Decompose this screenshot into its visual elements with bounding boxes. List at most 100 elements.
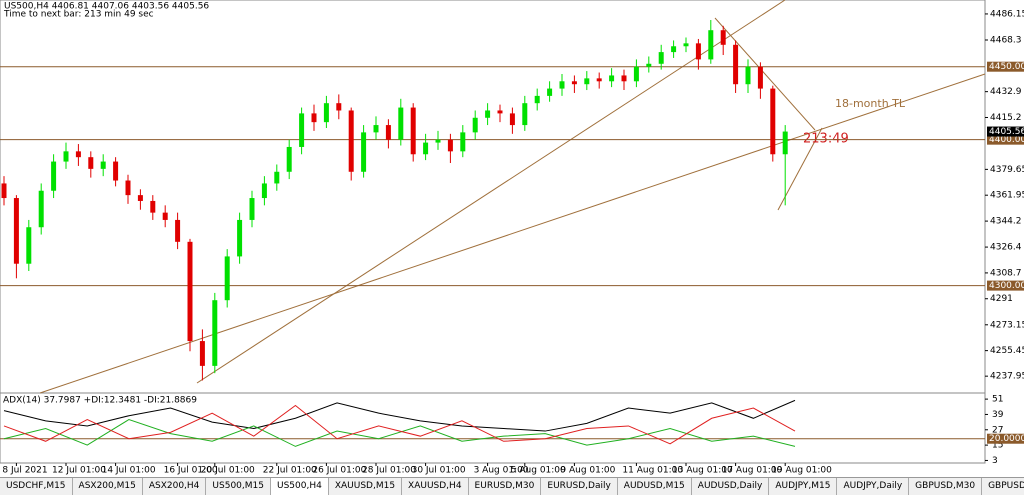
x-tick-label: 17 Aug 01:00: [722, 466, 783, 476]
y-tick-label: 4255.45: [990, 346, 1024, 356]
y-tick-label: 4379.65: [990, 165, 1024, 175]
candle-body: [26, 227, 32, 264]
candle-body: [274, 171, 280, 184]
candle-body: [435, 139, 441, 143]
y-tick-label: 4237.95: [990, 372, 1024, 382]
candle-body: [348, 110, 354, 172]
candle-body: [385, 125, 391, 140]
candle-body: [646, 63, 652, 67]
y-tick-label: 4344.2: [990, 217, 1022, 227]
trendline: [196, 0, 786, 384]
candle-body: [633, 66, 639, 82]
tab[interactable]: AUDUSD,Daily: [692, 478, 770, 495]
candle-body: [286, 146, 292, 172]
candle-body: [398, 107, 404, 140]
candle-body: [534, 95, 540, 104]
tab[interactable]: US500,M15: [206, 478, 271, 495]
candle-body: [683, 43, 689, 47]
candle-body: [460, 132, 466, 152]
candle-body: [559, 81, 565, 89]
candle-body: [261, 183, 267, 199]
y-tick-label: 4308.7: [990, 268, 1022, 278]
level-label: 4400.00: [989, 135, 1024, 145]
trendline: [39, 73, 986, 394]
x-tick-label: 13 Aug 01:00: [672, 466, 733, 476]
price-tag: [987, 126, 1024, 137]
y-tick-label: 51: [992, 395, 1003, 405]
tab[interactable]: XAUUSD,H4: [402, 478, 469, 495]
candle-body: [224, 256, 230, 301]
candle-body: [770, 88, 776, 155]
x-tick-label: 3 Aug 01:00: [474, 466, 529, 476]
y-tick-label: 4432.9: [990, 87, 1022, 97]
candle-body: [571, 81, 577, 85]
candle-body: [708, 30, 714, 60]
candle-body: [299, 113, 305, 147]
tab[interactable]: AUDJPY,M15: [769, 478, 838, 495]
candle-body: [75, 151, 81, 158]
tab[interactable]: AUDJPY,Daily: [837, 478, 910, 495]
level-label: 4300.00: [989, 281, 1024, 291]
candle-body: [175, 219, 181, 242]
tab[interactable]: GBPUSD,H4: [982, 478, 1024, 495]
x-tick-label: 16 Jul 01:00: [164, 466, 218, 476]
candle-body: [88, 157, 94, 169]
tab[interactable]: EURUSD,M30: [469, 478, 542, 495]
x-tick-label: 20 Jul 01:00: [201, 466, 255, 476]
annotation: 18-month TL: [835, 97, 906, 110]
candle-body: [547, 88, 553, 96]
y-tick-label: 4273.15: [990, 320, 1024, 330]
annotation: 213:49: [803, 132, 849, 147]
candle-body: [671, 46, 677, 53]
plot-frame: [0, 0, 986, 464]
candle-body: [695, 43, 701, 60]
tab[interactable]: GBPUSD,M30: [909, 478, 983, 495]
y-tick-label: 27: [992, 425, 1003, 435]
indicator-line: [3, 404, 796, 445]
y-tick-label: 4486.15: [990, 9, 1024, 19]
tab[interactable]: EURUSD,Daily: [541, 478, 618, 495]
tab[interactable]: ASX200,M15: [73, 478, 143, 495]
candle-body: [621, 75, 627, 82]
x-tick-label: 12 Jul 01:00: [52, 466, 106, 476]
y-tick-label: 4468.3: [990, 35, 1022, 45]
tab[interactable]: AUDUSD,M15: [618, 478, 692, 495]
tab[interactable]: US500,H4: [270, 478, 329, 495]
candle-body: [720, 30, 726, 45]
candle-body: [410, 107, 416, 155]
x-tick-label: 26 Jul 01:00: [312, 466, 366, 476]
candle-body: [782, 131, 788, 155]
candle-body: [745, 66, 751, 85]
y-tick-label: 4326.4: [990, 243, 1022, 253]
y-tick-label: 15: [992, 441, 1003, 451]
y-tick-label: 4291: [990, 294, 1013, 304]
price-label: 4405.56: [989, 127, 1024, 137]
candle-body: [485, 110, 491, 118]
candle-body: [658, 52, 664, 64]
y-tick-label: 4361.95: [990, 191, 1024, 201]
y-tick-label: 39: [992, 410, 1004, 420]
y-tick-label: 4415.2: [990, 113, 1022, 123]
candle-body: [38, 190, 44, 228]
candle-body: [113, 161, 119, 181]
candle-body: [212, 300, 218, 366]
candle-body: [497, 110, 503, 114]
candle-body: [137, 195, 143, 201]
x-tick-label: 9 Aug 01:00: [560, 466, 615, 476]
candle-body: [522, 103, 528, 126]
candle-body: [311, 113, 317, 123]
chart-title: US500,H4 4406.81 4407.06 4403.56 4405.56: [4, 2, 209, 12]
candle-body: [423, 142, 429, 155]
tab[interactable]: USDCHF,M15: [0, 478, 73, 495]
tab[interactable]: ASX200,H4: [143, 478, 207, 495]
tab-bar: USDCHF,M15 ASX200,M15 ASX200,H4 US500,M15 US…: [0, 477, 1024, 495]
candle-body: [150, 200, 156, 213]
candle-body: [51, 161, 57, 191]
candle-body: [199, 341, 205, 366]
candle-body: [361, 132, 367, 172]
candle-body: [373, 125, 379, 133]
y-tick-label: 3: [992, 456, 998, 466]
tab[interactable]: XAUUSD,M15: [329, 478, 403, 495]
indicator-title: ADX(14) 37.7987 +DI:12.3481 -DI:21.8869: [3, 396, 197, 406]
